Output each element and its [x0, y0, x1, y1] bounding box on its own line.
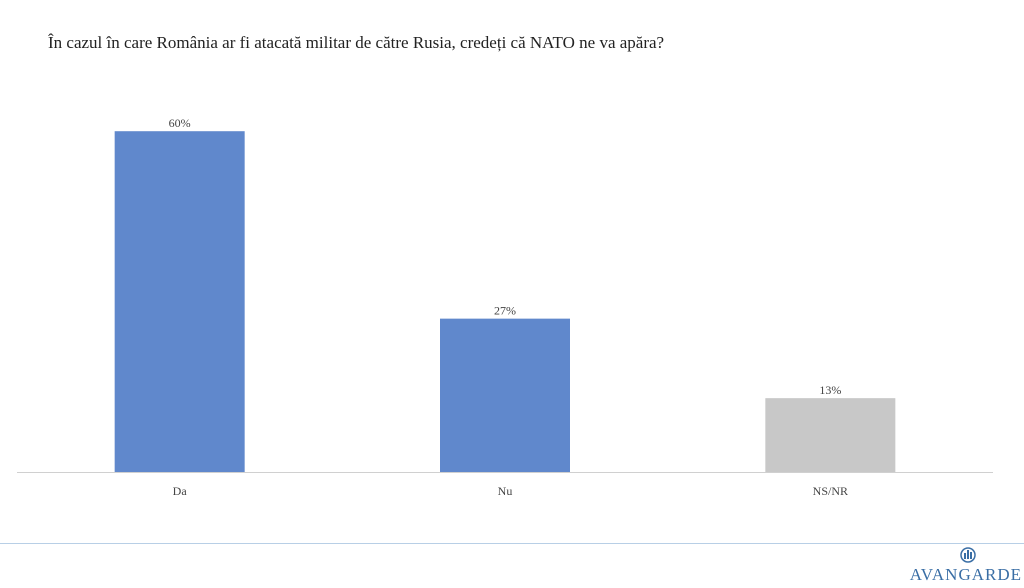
- value-label: 27%: [494, 304, 516, 318]
- x-tick-label: Da: [173, 484, 188, 498]
- value-label: 13%: [819, 383, 841, 397]
- chart-title: În cazul în care România ar fi atacată m…: [48, 33, 664, 52]
- logo-icon: [960, 547, 976, 563]
- bar: [114, 131, 245, 472]
- bar: [440, 318, 570, 472]
- value-label: 60%: [169, 116, 191, 130]
- x-tick-label: Nu: [498, 484, 513, 498]
- bar: [765, 398, 896, 472]
- x-tick-label: NS/NR: [813, 484, 848, 498]
- logo-text: AVANGARDE: [910, 565, 1022, 584]
